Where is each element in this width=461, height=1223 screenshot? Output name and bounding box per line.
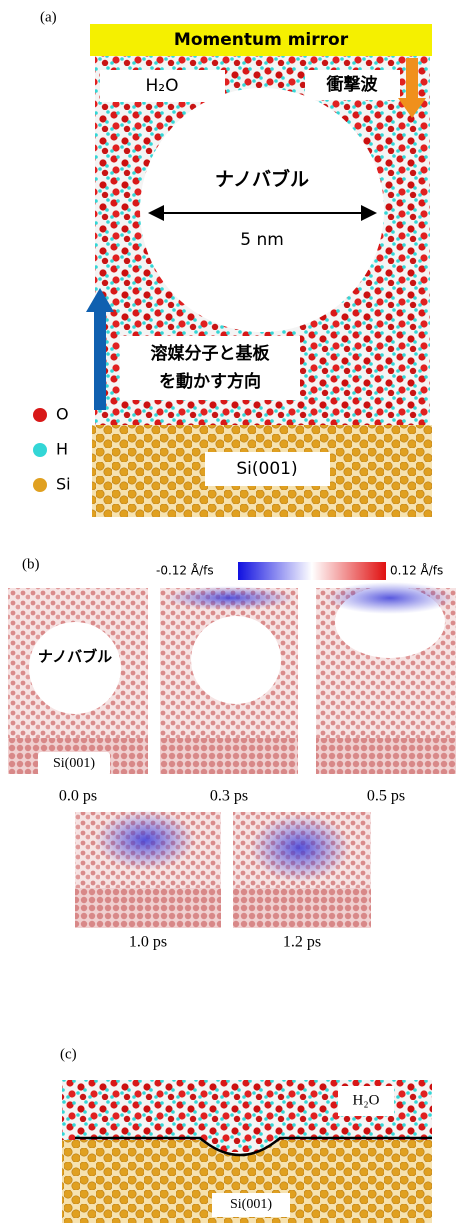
panel-label: (a): [40, 9, 57, 25]
frame-time-label: 1.2 ps: [283, 934, 321, 951]
shock-label: 衝撃波: [326, 74, 379, 95]
diameter-label: 5 nm: [240, 230, 284, 250]
nanobubble: [140, 88, 384, 332]
frame-substrate: [316, 738, 456, 774]
frame-time-label: 1.0 ps: [129, 934, 167, 951]
frame-substrate-label: Si(001): [53, 756, 95, 771]
frame-bubble-label: ナノバブル: [38, 648, 112, 666]
direction-label: を動かす方向: [159, 371, 261, 392]
frame-substrate: [160, 738, 298, 774]
frame-bubble: [191, 616, 281, 704]
colorbar: [238, 562, 386, 580]
substrate-label: Si(001): [230, 1197, 272, 1212]
water-label: H₂O: [146, 76, 179, 96]
substrate-label: Si(001): [236, 459, 297, 479]
legend-swatch: [33, 478, 47, 492]
legend-swatch: [33, 443, 47, 457]
colorbar-min-label: -0.12 Å/fs: [156, 563, 214, 578]
frame-velocity: [95, 810, 195, 870]
frame-time-label: 0.5 ps: [367, 788, 405, 805]
frame-time-label: 0.0 ps: [59, 788, 97, 805]
direction-label: 溶媒分子と基板: [151, 343, 271, 364]
panel-label: (b): [22, 556, 40, 572]
frame-bubble: [29, 622, 121, 714]
frame-velocity: [325, 582, 455, 614]
water-label: H₂O: [353, 1092, 380, 1108]
mirror-label: Momentum mirror: [174, 30, 349, 50]
frame-substrate: [233, 888, 371, 928]
legend-swatch: [33, 408, 47, 422]
frame-velocity: [165, 586, 295, 610]
frame-velocity: [250, 814, 350, 882]
colorbar-max-label: 0.12 Å/fs: [390, 563, 443, 578]
legend-label: Si: [56, 475, 71, 494]
frames: 0.0 ps ナノバブル Si(001) 0.3 ps 0.5 ps 1.0 ps 1.2 …: [8, 582, 456, 951]
panel-label: (c): [60, 1046, 77, 1062]
frame-time-label: 0.3 ps: [210, 788, 248, 805]
legend-label: O: [56, 405, 69, 424]
legend-label: H: [56, 440, 68, 459]
figure: (a) Momentum mirror H₂O 衝撃波 ナノバブル 5 nm 溶…: [0, 0, 461, 1223]
frame-substrate: [75, 888, 221, 928]
bubble-label: ナノバブル: [215, 168, 309, 191]
